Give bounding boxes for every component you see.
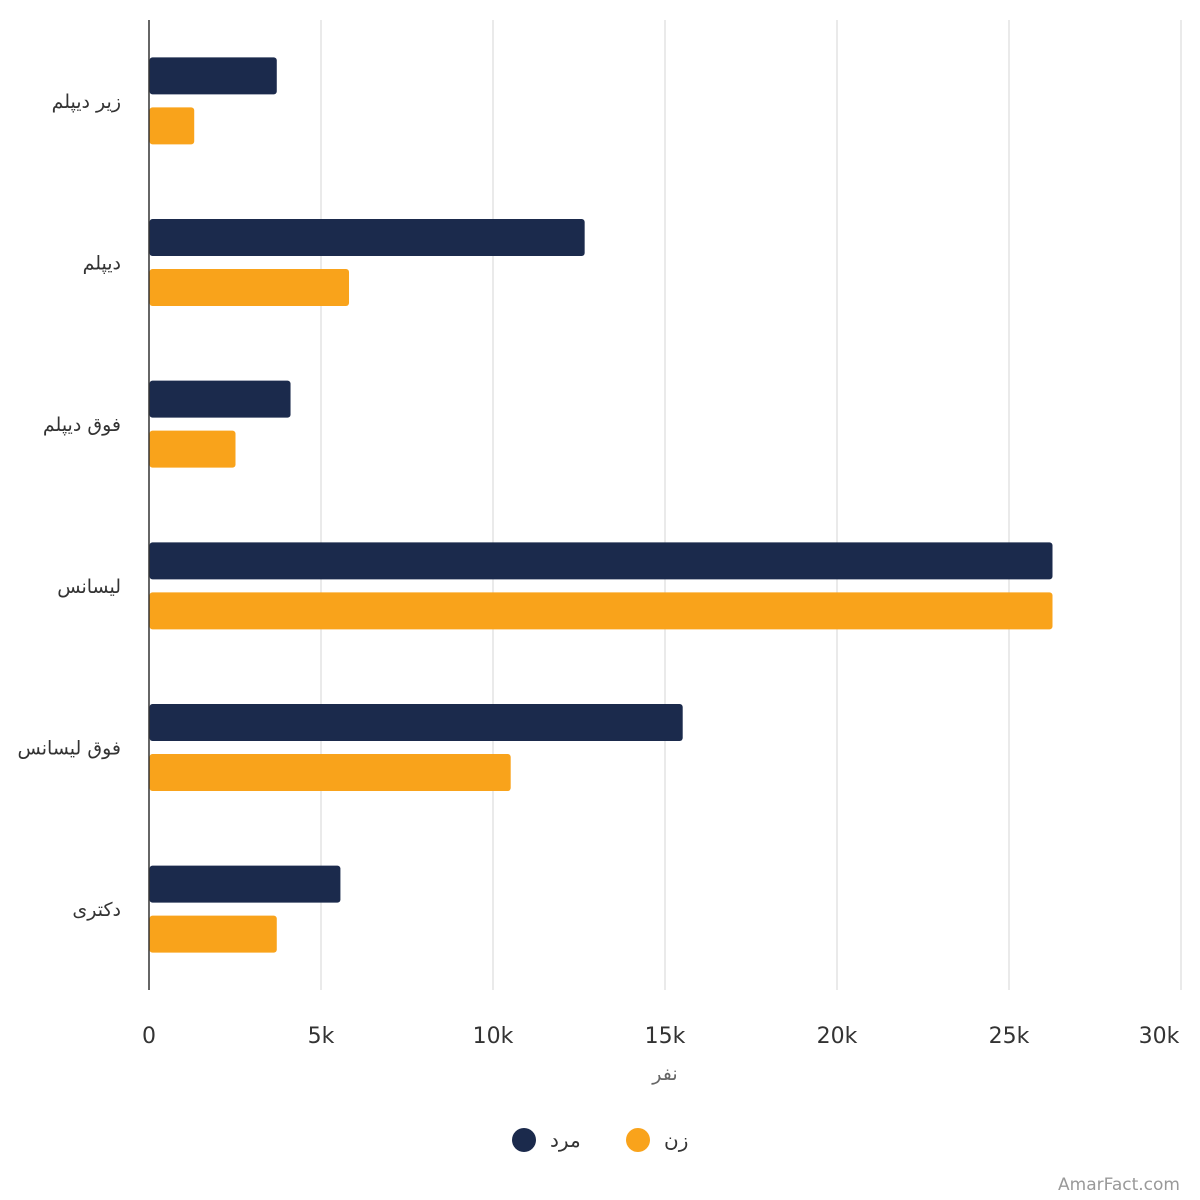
bar-series1-3 [149, 542, 1053, 580]
category-labels: زیر دیپلم دیپلم فوق دیپلم لیسانس فوق لیسانس د… [18, 91, 121, 921]
bar-series2-4 [149, 754, 511, 791]
x-tick-label: 5k [308, 1024, 335, 1049]
bar-series2-5 [149, 915, 277, 953]
x-tick-label: 20k [817, 1024, 858, 1049]
x-tick-label: 15k [645, 1024, 686, 1049]
bar-series1-2 [149, 380, 291, 418]
category-label: فوق لیسانس [18, 738, 121, 760]
bar-series1-0 [149, 57, 277, 95]
bar-series2-1 [149, 269, 350, 306]
x-tick-labels: 0 5k 10k 15k 20k 25k 30k [142, 1024, 1180, 1049]
bar-series1-4 [149, 704, 683, 741]
x-tick-label: 0 [142, 1024, 156, 1049]
category-label: لیسانس [57, 576, 121, 598]
bar-series1-1 [149, 219, 585, 256]
bar-series1-5 [149, 865, 341, 903]
legend: مرد زن [512, 1128, 688, 1152]
credit-text: AmarFact.com [1058, 1175, 1180, 1195]
bar-series2-2 [149, 430, 236, 468]
legend-label-1: زن [664, 1128, 688, 1152]
x-tick-label: 30k [1139, 1024, 1180, 1049]
legend-marker-1 [626, 1128, 650, 1152]
bar-series2-0 [149, 107, 195, 145]
bar-series2-3 [149, 592, 1053, 630]
x-axis-title: نفر [651, 1063, 677, 1085]
legend-label-0: مرد [550, 1128, 581, 1152]
category-label: دکتری [72, 899, 121, 921]
gridlines [320, 20, 1182, 990]
category-label: دیپلم [83, 253, 121, 275]
bars [149, 57, 1053, 953]
x-tick-label: 10k [473, 1024, 514, 1049]
category-label: فوق دیپلم [43, 414, 121, 436]
x-tick-label: 25k [989, 1024, 1030, 1049]
legend-marker-0 [512, 1128, 536, 1152]
category-label: زیر دیپلم [52, 91, 121, 113]
